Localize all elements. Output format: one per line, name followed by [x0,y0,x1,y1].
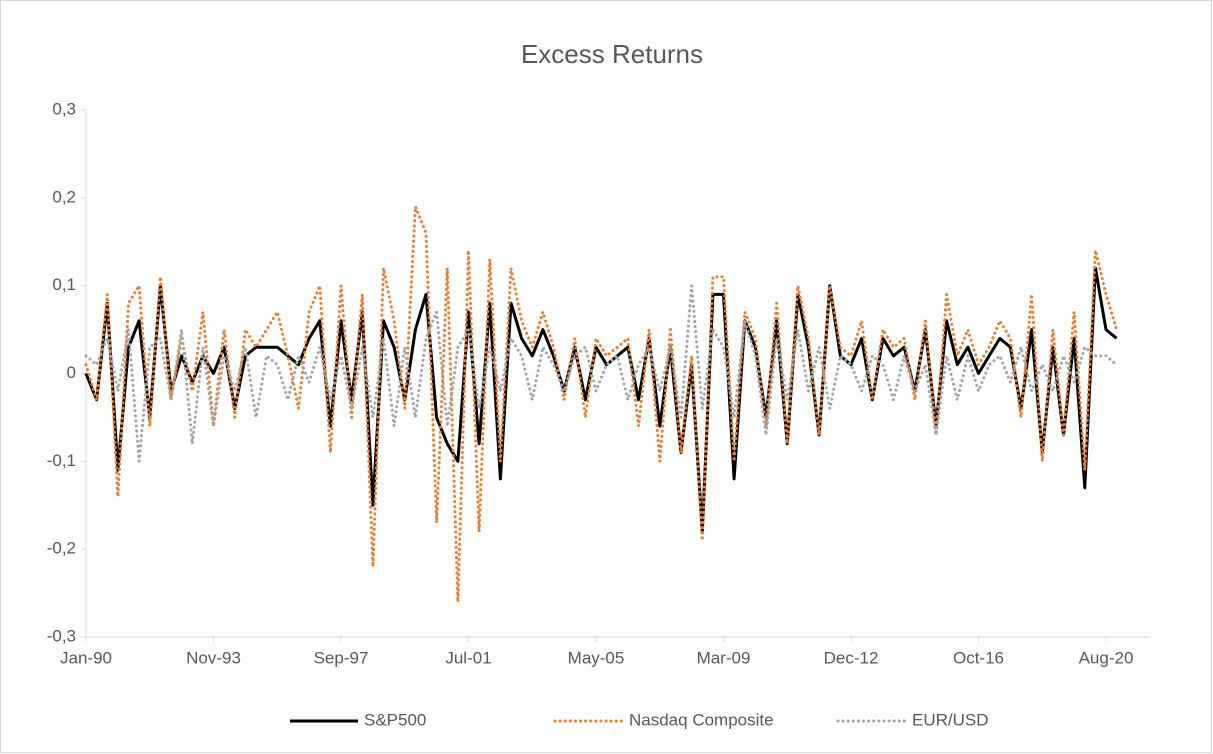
y-tick-label: 0,2 [52,187,76,206]
x-tick-label: Aug-20 [1079,648,1134,667]
x-tick-label: Sep-97 [314,648,369,667]
chart-title: Excess Returns [521,39,703,69]
y-tick-label: 0,1 [52,275,76,294]
y-tick-label: -0,2 [47,539,76,558]
x-tick-label: Dec-12 [824,648,879,667]
y-tick-label: -0,3 [47,626,76,645]
x-tick-label: Oct-16 [953,648,1004,667]
x-tick-label: Mar-09 [697,648,751,667]
series-line [84,285,1119,462]
series-line [84,206,1119,602]
x-tick-label: Nov-93 [186,648,241,667]
y-tick-label: 0,3 [52,99,76,118]
legend-label: EUR/USD [912,710,989,729]
series-line [84,266,1118,534]
y-tick-label: -0,1 [47,451,76,470]
x-tick-label: Jan-90 [60,648,112,667]
legend-label: Nasdaq Composite [629,710,774,729]
legend-label: S&P500 [364,710,426,729]
x-tick-label: May-05 [568,648,625,667]
x-tick-label: Jul-01 [445,648,491,667]
y-tick-label: 0 [67,363,76,382]
